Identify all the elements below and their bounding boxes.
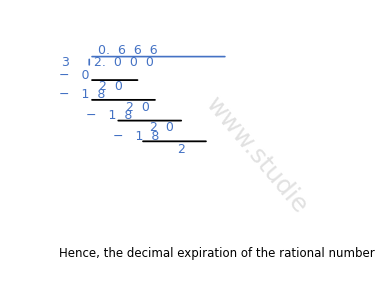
Text: Hence, the decimal expiration of the rational number: Hence, the decimal expiration of the rat…: [59, 247, 376, 260]
Text: −   1  8: − 1 8: [86, 109, 133, 122]
Text: 2: 2: [177, 143, 185, 156]
Text: −   1  8: − 1 8: [112, 129, 159, 143]
Text: 2.  0  0  0: 2. 0 0 0: [94, 56, 153, 69]
Text: −   0: − 0: [59, 68, 89, 82]
Text: 3: 3: [62, 56, 70, 69]
Text: 2  0: 2 0: [126, 101, 150, 114]
Text: −   1  8: − 1 8: [59, 88, 105, 101]
Text: www.studie: www.studie: [201, 93, 312, 219]
Text: 0.  6  6  6: 0. 6 6 6: [98, 44, 158, 57]
Text: 2  0: 2 0: [99, 80, 123, 94]
Text: 2  0: 2 0: [150, 121, 174, 135]
